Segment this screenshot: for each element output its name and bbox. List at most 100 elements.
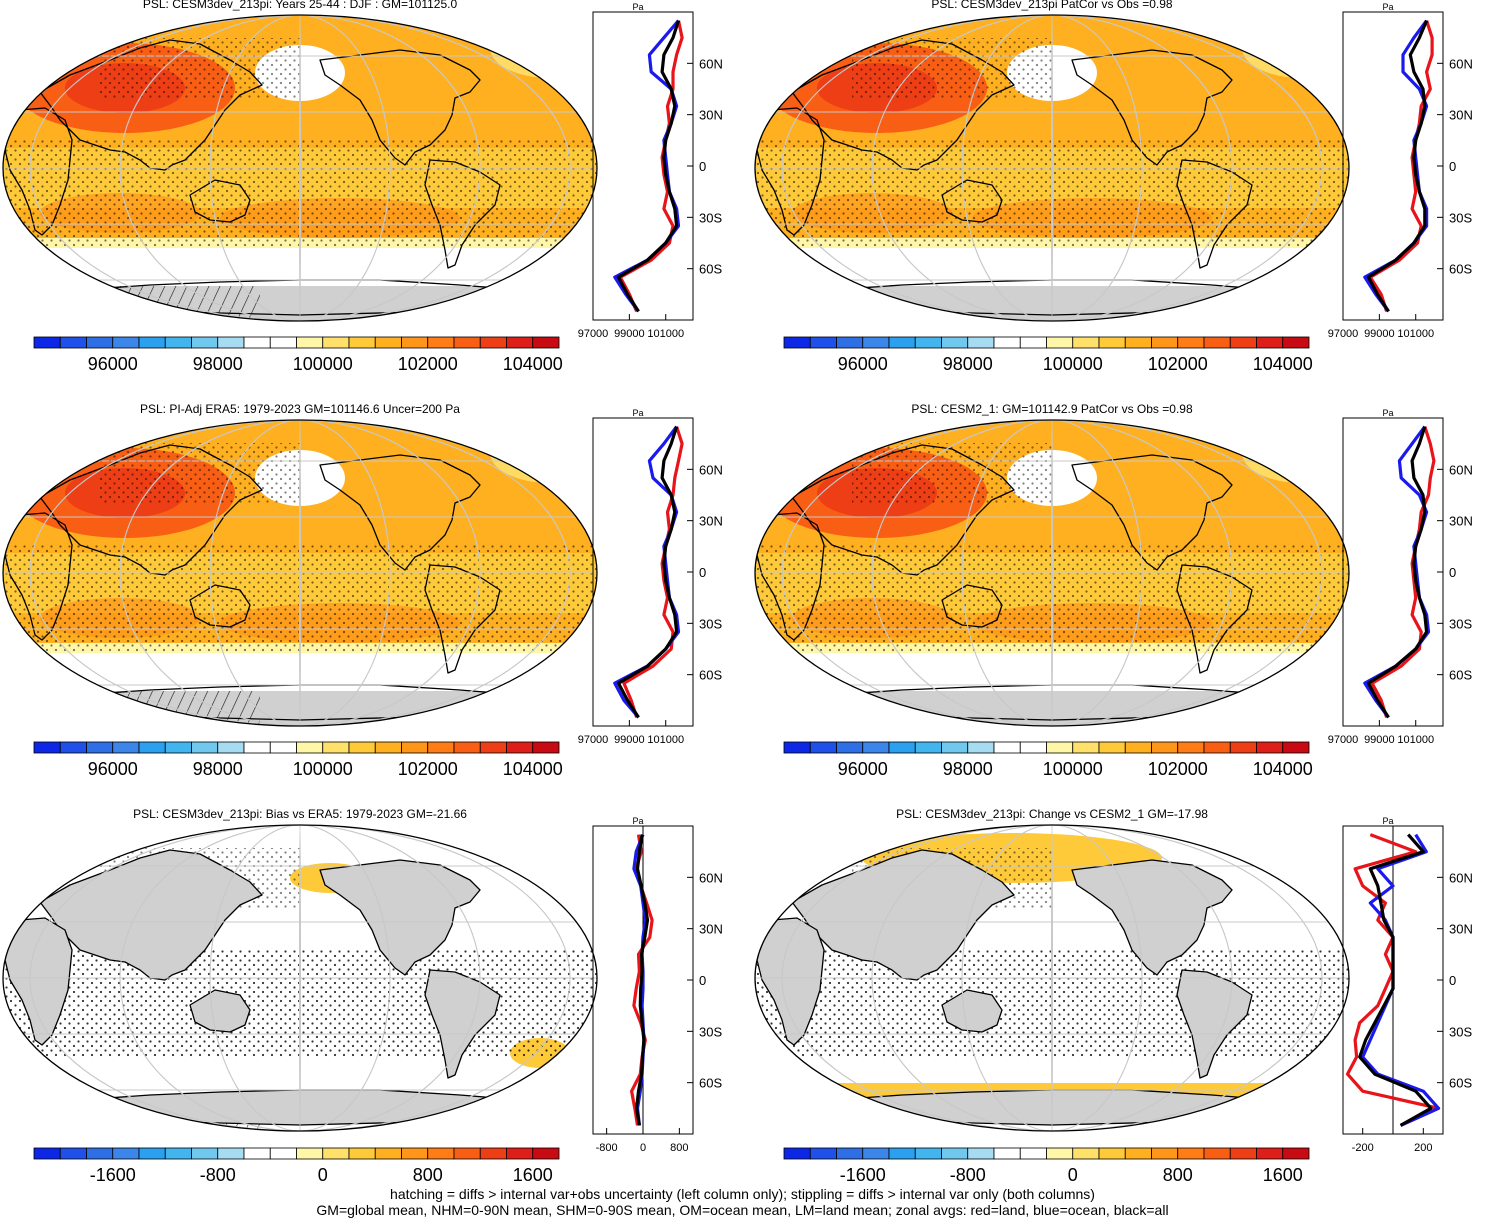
icelandic-low [490, 423, 597, 483]
africa-outline [4, 512, 73, 641]
zonal-unit-label: Pa [1382, 2, 1393, 12]
colorbar-swatch [1229, 741, 1257, 754]
zonal-series-all [616, 20, 681, 313]
colorbar-swatch [506, 336, 534, 349]
zonal-tick-label: 99000 [1364, 328, 1395, 340]
colorbar-swatch [59, 1147, 87, 1160]
colorbar-swatch [427, 1147, 455, 1160]
colorbar-swatch [783, 1147, 811, 1160]
colorbar-swatch [967, 336, 995, 349]
lat-tick-label: 60N [699, 462, 723, 477]
zonal-tick-label: 101000 [647, 734, 684, 746]
lat-tick-label: 30S [699, 1024, 722, 1039]
map-border [2, 14, 598, 322]
colorbar-label: 1600 [1263, 1165, 1303, 1185]
colorbar-swatch [1072, 1147, 1100, 1160]
north-america-outline [1071, 454, 1233, 571]
colorbar-swatch [164, 336, 192, 349]
zonal-series-all [616, 426, 679, 719]
zonal-series-land [622, 426, 684, 718]
colorbar-swatch [296, 336, 324, 349]
colorbar-swatch [1177, 1147, 1205, 1160]
colorbar-swatch [296, 1147, 324, 1160]
zonal-frame [1342, 11, 1444, 321]
colorbar-swatch [967, 741, 995, 754]
colorbar-swatch [532, 1147, 560, 1160]
colorbar-label: 800 [1163, 1165, 1193, 1185]
colorbar-swatch [86, 336, 114, 349]
eurasia-outline [791, 444, 1015, 576]
colorbar-abs-1: 96000 98000 100000 102000 104000 [33, 336, 563, 374]
zonal-series-all [634, 834, 650, 1126]
eurasia-outline [791, 849, 1015, 981]
lat-tick-label: 30N [699, 922, 723, 937]
colorbar-swatch [164, 1147, 192, 1160]
zonal-tick-label: 101000 [647, 328, 684, 340]
colorbar-diff-2: -1600 -800 0 800 1600 [783, 1147, 1310, 1185]
lat-tick-label: 60N [1449, 462, 1473, 477]
colorbar-swatch [862, 336, 890, 349]
south-america-outline [1176, 159, 1253, 269]
colorbar-swatch [33, 336, 61, 349]
colorbar-label: 100000 [1043, 759, 1103, 779]
lat-tick-label: 60N [1449, 870, 1473, 885]
zonal-series-land [1370, 426, 1436, 718]
colorbar-swatch [1229, 1147, 1257, 1160]
lat-tick-label: 0 [699, 973, 706, 988]
colorbar-abs-3: 96000 98000 100000 102000 104000 [33, 741, 563, 779]
colorbar-swatch [138, 1147, 166, 1160]
colorbar-swatch [191, 741, 219, 754]
colorbar-swatch [427, 741, 455, 754]
zonal-tick-label: -200 [1352, 1142, 1374, 1154]
colorbar-swatch [1256, 1147, 1284, 1160]
north-america-outline [319, 454, 481, 571]
map-panel-5 [3, 825, 597, 1131]
colorbar-label: 0 [318, 1165, 328, 1185]
lat-tick-label: 30N [1449, 108, 1473, 123]
zonal-frame [1342, 417, 1444, 727]
colorbar-swatch [479, 336, 507, 349]
zonal-series-all [1366, 19, 1429, 313]
colorbar-swatch [59, 741, 87, 754]
colorbar-swatch [836, 1147, 864, 1160]
colorbar-swatch [967, 1147, 995, 1160]
zonal-tick-label: 97000 [578, 328, 609, 340]
colorbar-swatch [401, 741, 429, 754]
colorbar-label: 96000 [88, 759, 138, 779]
zonal-series-all [1358, 833, 1433, 1127]
colorbar-swatch [243, 336, 271, 349]
colorbar-swatch [112, 741, 140, 754]
zonal-plot-4: 60N 30N 0 30S 60S Pa 97000 99000 101000 [1328, 408, 1473, 746]
zonal-tick-label: 101000 [1397, 328, 1434, 340]
lat-tick-label: 60S [1449, 1076, 1472, 1091]
map-border [2, 419, 598, 727]
lat-tick-label: 60S [699, 668, 722, 683]
lat-tick-label: 60N [1449, 56, 1473, 71]
greenland-outline [1241, 420, 1298, 454]
eurasia-outline [39, 39, 263, 171]
colorbar-swatch [243, 1147, 271, 1160]
colorbar-swatch [374, 1147, 402, 1160]
colorbar-swatch [1282, 741, 1310, 754]
lat-tick-label: 60S [1449, 668, 1472, 683]
africa-outline [4, 917, 73, 1046]
lat-tick-label: 30N [1449, 922, 1473, 937]
zonal-plot-5: 60N 30N 0 30S 60S Pa -800 0 800 [592, 816, 723, 1154]
colorbar-label: 96000 [88, 354, 138, 374]
colorbar-swatch [1282, 1147, 1310, 1160]
colorbar-swatch [888, 741, 916, 754]
colorbar-swatch [112, 1147, 140, 1160]
colorbar-swatch [217, 336, 245, 349]
colorbar-swatch [941, 741, 969, 754]
greenland-outline [1241, 15, 1298, 49]
colorbar-swatch [862, 741, 890, 754]
colorbar-label: -1600 [840, 1165, 886, 1185]
colorbar-swatch [322, 741, 350, 754]
panel-title: PSL: PI-Adj ERA5: 1979-2023 GM=101146.6 … [140, 402, 460, 416]
colorbar-label: 104000 [1253, 354, 1313, 374]
colorbar-swatch [1098, 336, 1126, 349]
icelandic-low [1242, 423, 1349, 483]
colorbar-swatch [993, 741, 1021, 754]
colorbar-swatch [836, 741, 864, 754]
colorbar-swatch [1177, 336, 1205, 349]
